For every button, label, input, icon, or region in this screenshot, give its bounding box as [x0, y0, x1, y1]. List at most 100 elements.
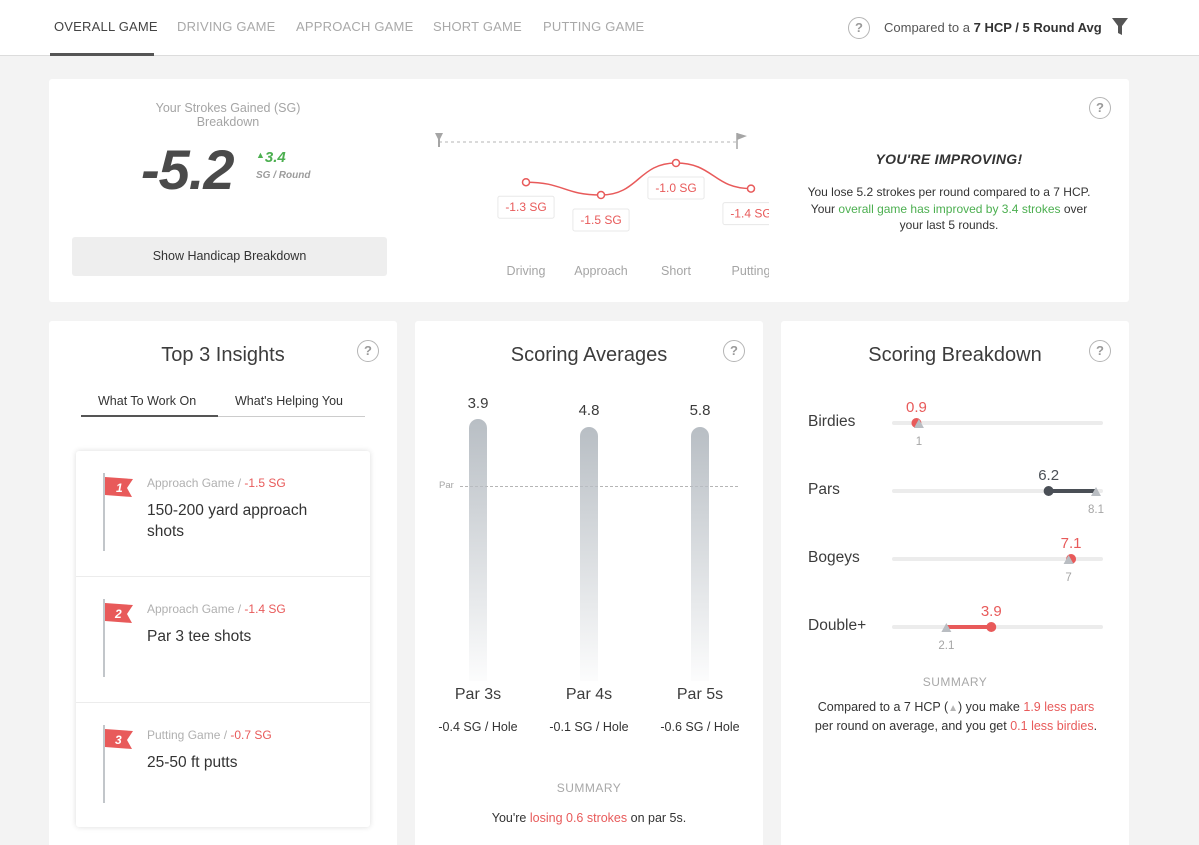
help-icon[interactable]: ?: [1089, 340, 1111, 362]
insight-number: 2: [114, 607, 122, 621]
summary-highlight: losing 0.6 strokes: [529, 811, 628, 825]
scoring-averages-title: Scoring Averages: [510, 344, 668, 366]
summary-highlight-pars: 1.9 less pars: [1023, 700, 1095, 714]
tab-short-game[interactable]: SHORT GAME: [433, 19, 522, 34]
flag-icon: [736, 133, 747, 149]
par5-sg: -0.6 SG / Hole: [660, 720, 740, 734]
sg-point-approach: [596, 190, 606, 200]
insight-category: Putting Game / -0.7 SG: [147, 728, 272, 742]
target-label-double: 2.1: [938, 640, 954, 652]
help-icon[interactable]: ?: [723, 340, 745, 362]
sg-total-value: -5.2: [141, 138, 234, 201]
par3-average: 3.9: [467, 395, 489, 412]
target-label-bogeys: 7: [1065, 572, 1071, 584]
help-icon[interactable]: ?: [357, 340, 379, 362]
summary-part2: ) you make: [958, 700, 1020, 714]
par4-sg: -0.1 SG / Hole: [549, 720, 629, 734]
sg-delta-value: 3.4: [264, 149, 286, 166]
compare-value: 7 HCP / 5 Round Avg: [973, 20, 1102, 35]
improving-your: Your: [810, 201, 836, 216]
tab-driving-game[interactable]: DRIVING GAME: [177, 19, 276, 34]
value-label-pars: 6.2: [1038, 467, 1059, 484]
target-label-pars: 8.1: [1088, 504, 1104, 516]
par4-bar: [580, 427, 598, 681]
summary-highlight-birdies: 0.1 less birdies: [1010, 718, 1094, 733]
sg-category-short: Short: [661, 264, 691, 278]
help-icon[interactable]: ?: [1089, 97, 1111, 119]
par5-bar: [691, 427, 709, 681]
summary-text: Compared to a 7 HCP (▲) you make 1.9 les…: [811, 699, 1101, 734]
double-plus-label: Double+: [808, 617, 867, 634]
comparison-selector[interactable]: Compared to a 7 HCP / 5 Round Avg: [884, 20, 1102, 35]
par3-sg: -0.4 SG / Hole: [438, 720, 518, 734]
sg-data-label-driving: -1.3 SG: [505, 200, 546, 214]
show-handicap-breakdown-button[interactable]: Show Handicap Breakdown: [72, 237, 387, 276]
insight-category: Approach Game / -1.4 SG: [147, 602, 286, 616]
sg-label-box-driving: [497, 195, 555, 219]
summary-text: You're losing 0.6 strokes on par 5s.: [415, 810, 763, 827]
help-icon[interactable]: ?: [848, 17, 870, 39]
insights-list: 1 Approach Game / -1.5 SG 150-200 yard a…: [76, 451, 370, 827]
target-marker-double: [941, 623, 952, 632]
sg-category-putting: Putting: [732, 264, 769, 278]
par4-average: 4.8: [578, 402, 600, 419]
value-label-double: 3.9: [981, 603, 1002, 620]
sg-point-driving: [521, 177, 531, 187]
insight-item[interactable]: 1 Approach Game / -1.5 SG 150-200 yard a…: [76, 451, 370, 577]
summary-part3: per round on average, and you get: [814, 718, 1007, 733]
pars-label: Pars: [808, 481, 840, 498]
compare-prefix: Compared to a: [884, 20, 970, 35]
tab-what-to-work-on[interactable]: What To Work On: [98, 394, 197, 408]
tab-overall-game[interactable]: OVERALL GAME: [54, 19, 158, 34]
insights-title: Top 3 Insights: [161, 344, 285, 366]
summary-heading: SUMMARY: [556, 781, 622, 795]
summary-part4: .: [1093, 718, 1098, 733]
value-dot-double: [986, 622, 997, 632]
insight-category-label: Putting Game /: [147, 728, 228, 742]
tab-putting-game[interactable]: PUTTING GAME: [543, 19, 645, 34]
sg-label-box-putting: [722, 202, 769, 226]
insight-category: Approach Game / -1.5 SG: [147, 476, 286, 490]
value-label-bogeys: 7.1: [1061, 535, 1082, 552]
improving-over: over: [1063, 201, 1088, 216]
insight-sg: -0.7 SG: [230, 728, 272, 742]
insight-sg: -1.5 SG: [244, 476, 286, 490]
insight-item[interactable]: 3 Putting Game / -0.7 SG 25-50 ft putts: [76, 703, 370, 829]
target-marker-birdies: [913, 419, 924, 428]
par4-label: Par 4s: [565, 686, 613, 703]
active-subtab-indicator: [81, 415, 218, 417]
flag-icon: 3: [103, 725, 133, 803]
scoring-averages-panel: Scoring Averages ? Par 3.9 Par 3s -0.4 S…: [415, 321, 763, 845]
insight-title: 150-200 yard approach shots: [147, 502, 308, 540]
insight-item[interactable]: 2 Approach Game / -1.4 SG Par 3 tee shot…: [76, 577, 370, 703]
tab-approach-game[interactable]: APPROACH GAME: [296, 19, 414, 34]
bogeys-label: Bogeys: [808, 549, 860, 566]
tab-whats-helping-you[interactable]: What's Helping You: [235, 394, 344, 408]
scoring-breakdown-title: Scoring Breakdown: [868, 344, 1042, 366]
sg-trend-line: [525, 162, 752, 196]
summary-heading: SUMMARY: [922, 675, 988, 689]
improving-title: YOU'RE IMPROVING!: [875, 151, 1023, 167]
scoring-breakdown-panel: Scoring Breakdown ? Birdies Pars Bogeys …: [781, 321, 1129, 845]
summary-part1: Compared to a 7 HCP (: [817, 700, 949, 714]
improving-line1: You lose 5.2 strokes per round compared …: [807, 185, 1091, 199]
target-marker-pars: [1091, 487, 1102, 496]
value-label-birdies: 0.9: [906, 399, 927, 416]
sg-data-label-putting: -1.4 SG: [730, 207, 769, 221]
insight-sg: -1.4 SG: [244, 602, 286, 616]
sg-point-putting: [746, 184, 756, 193]
par5-average: 5.8: [689, 402, 711, 419]
sg-point-short: [671, 158, 681, 168]
insight-category-label: Approach Game /: [147, 602, 242, 616]
improving-highlight: overall game has improved by 3.4 strokes: [838, 201, 1061, 216]
subtab-divider: [81, 416, 365, 417]
par-line: [460, 486, 738, 487]
sg-breakdown-label: Your Strokes Gained (SG) Breakdown: [155, 101, 301, 129]
top-insights-panel: Top 3 Insights ? What To Work On What's …: [49, 321, 397, 845]
birdies-label: Birdies: [808, 413, 856, 430]
sg-data-label-short: -1.0 SG: [655, 181, 696, 195]
filter-icon[interactable]: [1111, 17, 1129, 37]
target-label-birdies: 1: [916, 436, 922, 448]
insight-title: Par 3 tee shots: [147, 628, 252, 645]
target-marker-bogeys: [1063, 555, 1074, 564]
